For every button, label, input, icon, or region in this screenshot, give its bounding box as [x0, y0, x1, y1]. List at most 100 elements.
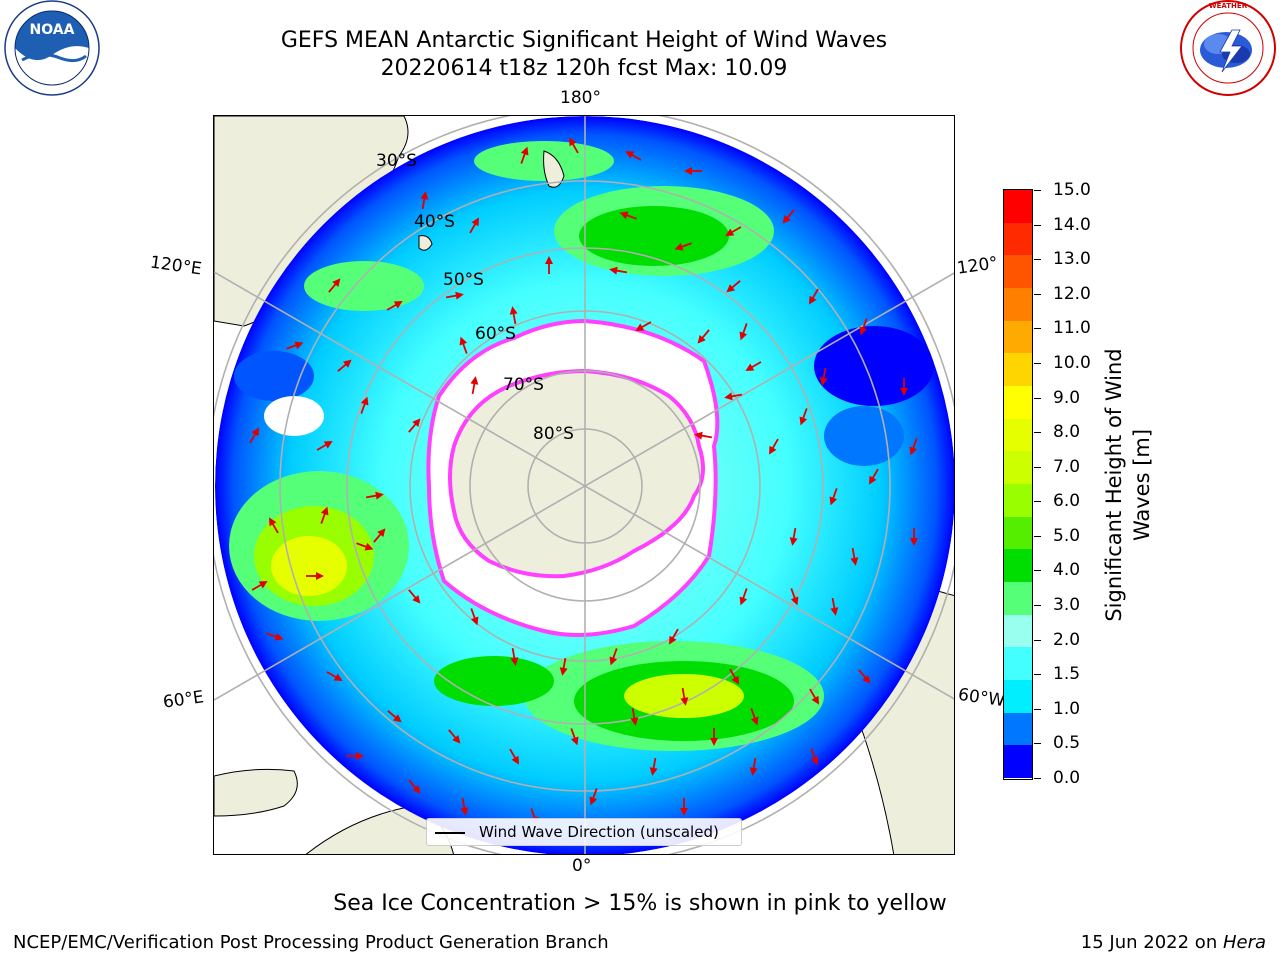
wave-direction-arrow	[725, 226, 742, 236]
wave-direction-arrow	[346, 752, 364, 760]
credit-date-text: 15 Jun 2022 on	[1080, 932, 1223, 953]
colorbar-tick-label: 10.0	[1053, 352, 1091, 373]
wave-direction-arrow	[408, 779, 421, 794]
colorbar-segment	[1004, 549, 1032, 583]
wave-direction-arrow	[850, 547, 859, 566]
wave-direction-arrow	[249, 427, 259, 444]
wave-direction-arrow	[680, 798, 688, 816]
credit-date: 15 Jun 2022 on Hera	[1081, 932, 1266, 953]
noaa-logo: NOAA	[0, 0, 104, 100]
wave-direction-arrow	[320, 506, 329, 524]
credit-machine: Hera	[1222, 932, 1266, 953]
wave-direction-arrow	[635, 321, 652, 331]
colorbar-segment	[1004, 386, 1032, 420]
wave-direction-arrow	[569, 137, 579, 154]
lat-label-70s: 70°S	[503, 375, 544, 395]
wave-direction-arrow	[469, 217, 479, 234]
colorbar-segment	[1004, 190, 1032, 224]
colorbar-segment	[1004, 320, 1032, 354]
colorbar-tick	[1034, 432, 1041, 434]
wave-direction-arrow	[630, 707, 639, 726]
wave-direction-arrow	[858, 669, 871, 684]
wave-direction-arrow	[510, 647, 519, 666]
colorbar-tick	[1034, 466, 1041, 468]
colorbar-tick	[1034, 639, 1041, 641]
colorbar-tick-label: 2.0	[1053, 629, 1081, 650]
lon-label-180: 180°	[560, 88, 601, 108]
wave-direction-arrow	[749, 757, 758, 776]
wave-direction-arrow	[819, 367, 828, 386]
wave-direction-arrow	[710, 728, 718, 746]
lon-label-0: 0°	[572, 856, 592, 876]
wave-direction-arrow	[739, 588, 748, 606]
colorbar	[1003, 189, 1033, 780]
lon-label-120e: 120°E	[148, 252, 203, 280]
colorbar-segment	[1004, 647, 1032, 681]
map-legend: Wind Wave Direction (unscaled)	[426, 818, 742, 846]
wave-direction-arrow	[266, 632, 284, 641]
wind-wave-arrows	[249, 137, 918, 826]
wave-direction-arrow	[669, 628, 679, 645]
colorbar-tick-label: 6.0	[1053, 491, 1081, 512]
wave-direction-arrow	[326, 671, 343, 681]
wave-direction-arrow	[609, 648, 618, 666]
colorbar-tick-label: 0.0	[1053, 768, 1081, 788]
wave-direction-arrow	[509, 306, 518, 325]
new-zealand	[543, 150, 565, 188]
colorbar-tick	[1034, 778, 1041, 779]
colorbar-tick	[1034, 674, 1041, 676]
colorbar-tick	[1034, 708, 1041, 710]
wave-direction-arrow	[337, 359, 352, 372]
antarctic-map	[213, 115, 955, 855]
colorbar-segment	[1004, 712, 1032, 746]
wave-direction-arrow	[286, 341, 304, 350]
legend-label: Wind Wave Direction (unscaled)	[479, 823, 719, 841]
wave-direction-arrow	[420, 191, 429, 210]
colorbar-tick-label: 4.0	[1053, 560, 1081, 581]
wave-direction-arrow	[559, 657, 568, 676]
wave-direction-arrow	[328, 278, 341, 293]
wave-direction-arrow	[570, 728, 579, 746]
colorbar-segment	[1004, 288, 1032, 322]
lon-label-120w: 120°	[955, 253, 1000, 279]
wave-direction-arrow	[869, 468, 879, 485]
colorbar-segment	[1004, 255, 1032, 289]
colorbar-tick-label: 12.0	[1053, 283, 1091, 304]
wave-direction-arrow	[509, 748, 519, 765]
wave-direction-arrow	[684, 167, 702, 175]
colorbar-segment	[1004, 614, 1032, 648]
colorbar-tick	[1034, 535, 1041, 537]
wave-direction-arrow	[589, 788, 598, 806]
wave-direction-arrow	[408, 589, 421, 604]
wave-direction-arrow	[460, 797, 469, 816]
credit-branch: NCEP/EMC/Verification Post Processing Pr…	[13, 932, 609, 953]
wave-direction-arrow	[789, 527, 798, 546]
wave-direction-arrow	[769, 438, 779, 455]
colorbar-tick-label: 9.0	[1053, 387, 1081, 408]
colorbar-tick-label: 1.5	[1053, 664, 1081, 685]
wave-direction-arrow	[316, 441, 333, 451]
wave-direction-arrow	[830, 597, 839, 616]
colorbar-segment	[1004, 516, 1032, 550]
lat-label-40s: 40°S	[414, 212, 455, 232]
lon-label-60w: 60°W	[956, 684, 1007, 712]
wave-direction-arrow	[459, 336, 468, 354]
wave-direction-arrow	[750, 708, 759, 726]
colorbar-tick	[1034, 293, 1041, 295]
wave-direction-arrow	[809, 688, 819, 705]
wave-direction-arrow	[697, 329, 710, 344]
wave-direction-arrow	[365, 491, 384, 500]
wave-direction-arrow	[829, 488, 838, 506]
colorbar-segment	[1004, 745, 1032, 779]
colorbar-tick-label: 14.0	[1053, 214, 1091, 235]
lat-label-30s: 30°S	[376, 151, 417, 171]
lon-label-60e: 60°E	[161, 687, 206, 713]
wave-direction-arrow	[799, 408, 808, 426]
wave-direction-arrow	[724, 392, 743, 401]
svg-text:NOAA: NOAA	[30, 22, 75, 38]
colorbar-tick	[1034, 743, 1041, 745]
legend-line-swatch	[435, 832, 465, 834]
colorbar-tick-label: 8.0	[1053, 422, 1081, 443]
colorbar-tick-label: 11.0	[1053, 318, 1091, 339]
lat-label-80s: 80°S	[533, 424, 574, 444]
